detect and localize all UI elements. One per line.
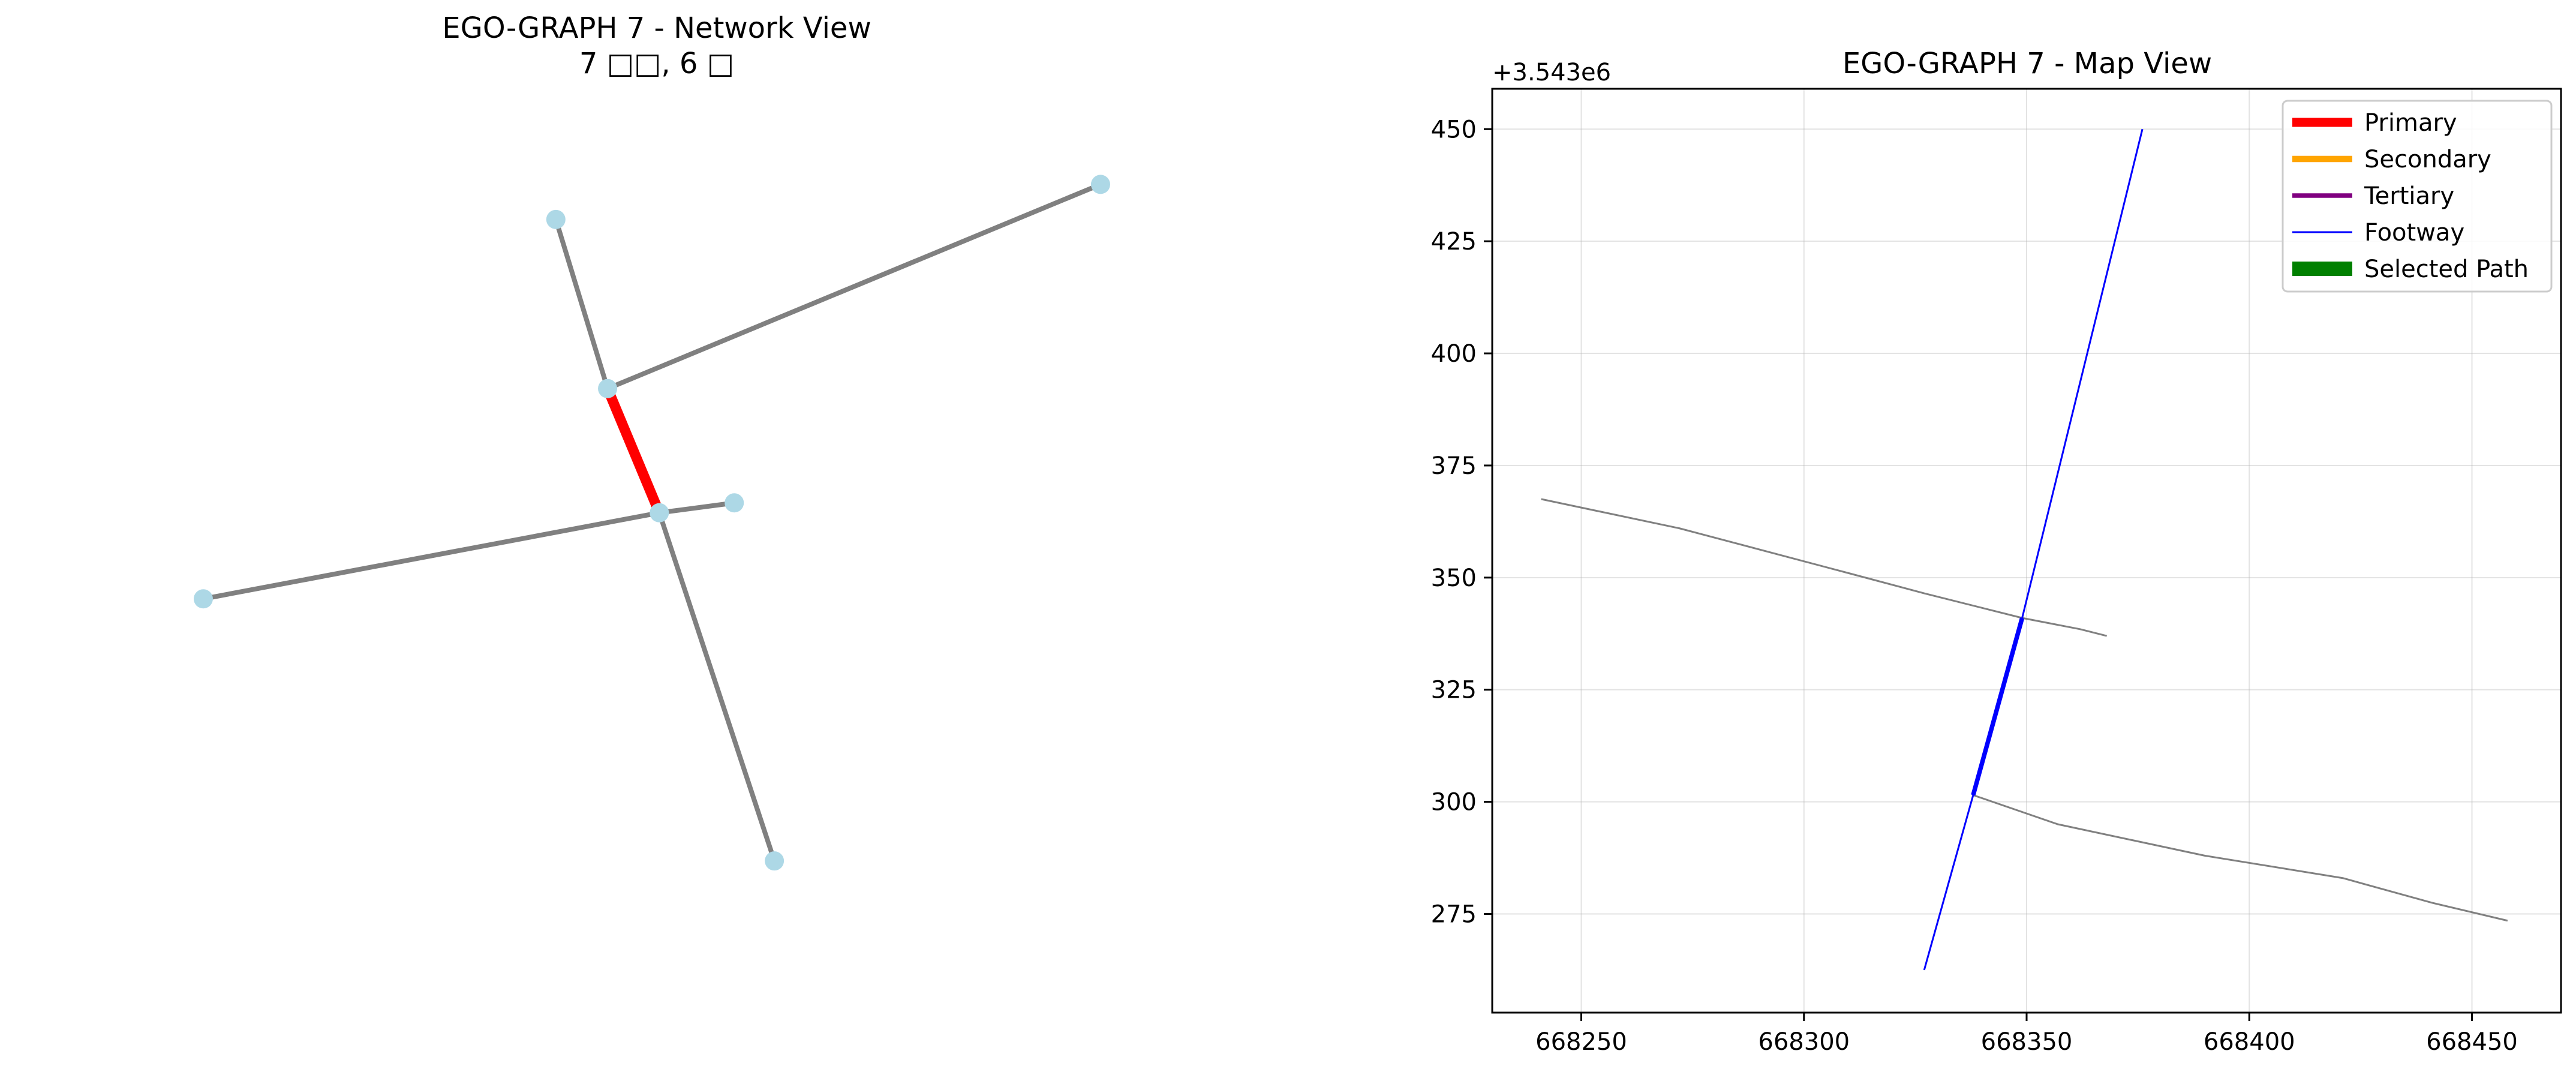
legend-frame: [2282, 100, 2553, 293]
legend-label: Tertiary: [2364, 182, 2454, 210]
selected-footway-line: [1971, 617, 2025, 796]
network-nodes: [193, 175, 1110, 871]
y-tick-label: 425: [1431, 228, 1477, 256]
x-tick-label: 668450: [2426, 1028, 2518, 1056]
legend: Primary Secondary Tertiary Footway Selected …: [2282, 100, 2553, 293]
x-axis-ticks: 668250 668300 668350 668400 668450: [1535, 1013, 2518, 1056]
map-view-title: EGO-GRAPH 7 - Map View: [1842, 47, 2212, 80]
y-tick-label: 400: [1431, 340, 1477, 368]
legend-label: Secondary: [2364, 146, 2491, 173]
network-view-title: EGO-GRAPH 7 - Network View: [442, 11, 871, 45]
network-edge: [553, 218, 610, 389]
network-node: [1090, 175, 1110, 194]
footway-line: [1923, 795, 1974, 971]
x-tick-label: 668350: [1981, 1028, 2073, 1056]
y-tick-label: 325: [1431, 677, 1477, 704]
y-offset-label: +3.543e6: [1492, 59, 1611, 86]
y-tick-label: 450: [1431, 116, 1477, 143]
footway-line: [2021, 128, 2144, 618]
x-tick-label: 668250: [1535, 1028, 1627, 1056]
network-view-subtitle: 7 □□, 6 □: [579, 47, 734, 80]
map-lines: [1541, 128, 2508, 971]
network-edge: [659, 500, 735, 515]
network-edge: [606, 182, 1102, 391]
network-node: [546, 209, 566, 229]
y-tick-label: 275: [1431, 901, 1477, 929]
y-tick-label: 350: [1431, 564, 1477, 592]
network-edge: [203, 510, 660, 602]
map-view-panel: EGO-GRAPH 7 - Map View +3.543e6 668250 66…: [1431, 47, 2562, 1056]
highlighted-edge: [603, 386, 665, 515]
x-tick-label: 668300: [1758, 1028, 1850, 1056]
network-view-panel: EGO-GRAPH 7 - Network View 7 □□, 6 □: [193, 11, 1110, 871]
network-node: [725, 493, 744, 513]
road-line: [1973, 794, 2508, 922]
y-tick-label: 300: [1431, 789, 1477, 816]
network-node: [193, 589, 213, 609]
road-line: [1541, 498, 2108, 637]
x-tick-label: 668400: [2204, 1028, 2295, 1056]
legend-label: Footway: [2364, 219, 2464, 247]
legend-label: Primary: [2364, 109, 2457, 137]
network-edge: [657, 512, 777, 862]
map-grid: [1492, 89, 2561, 1013]
network-node: [765, 851, 784, 871]
network-edges: [203, 182, 1102, 862]
legend-label: Selected Path: [2364, 256, 2529, 283]
plot-frame: [1491, 88, 2562, 1014]
y-axis-ticks: 275 300 325 350 375 400 425 450: [1431, 116, 1492, 929]
network-node: [650, 503, 669, 523]
y-tick-label: 375: [1431, 452, 1477, 480]
network-node: [598, 379, 618, 398]
